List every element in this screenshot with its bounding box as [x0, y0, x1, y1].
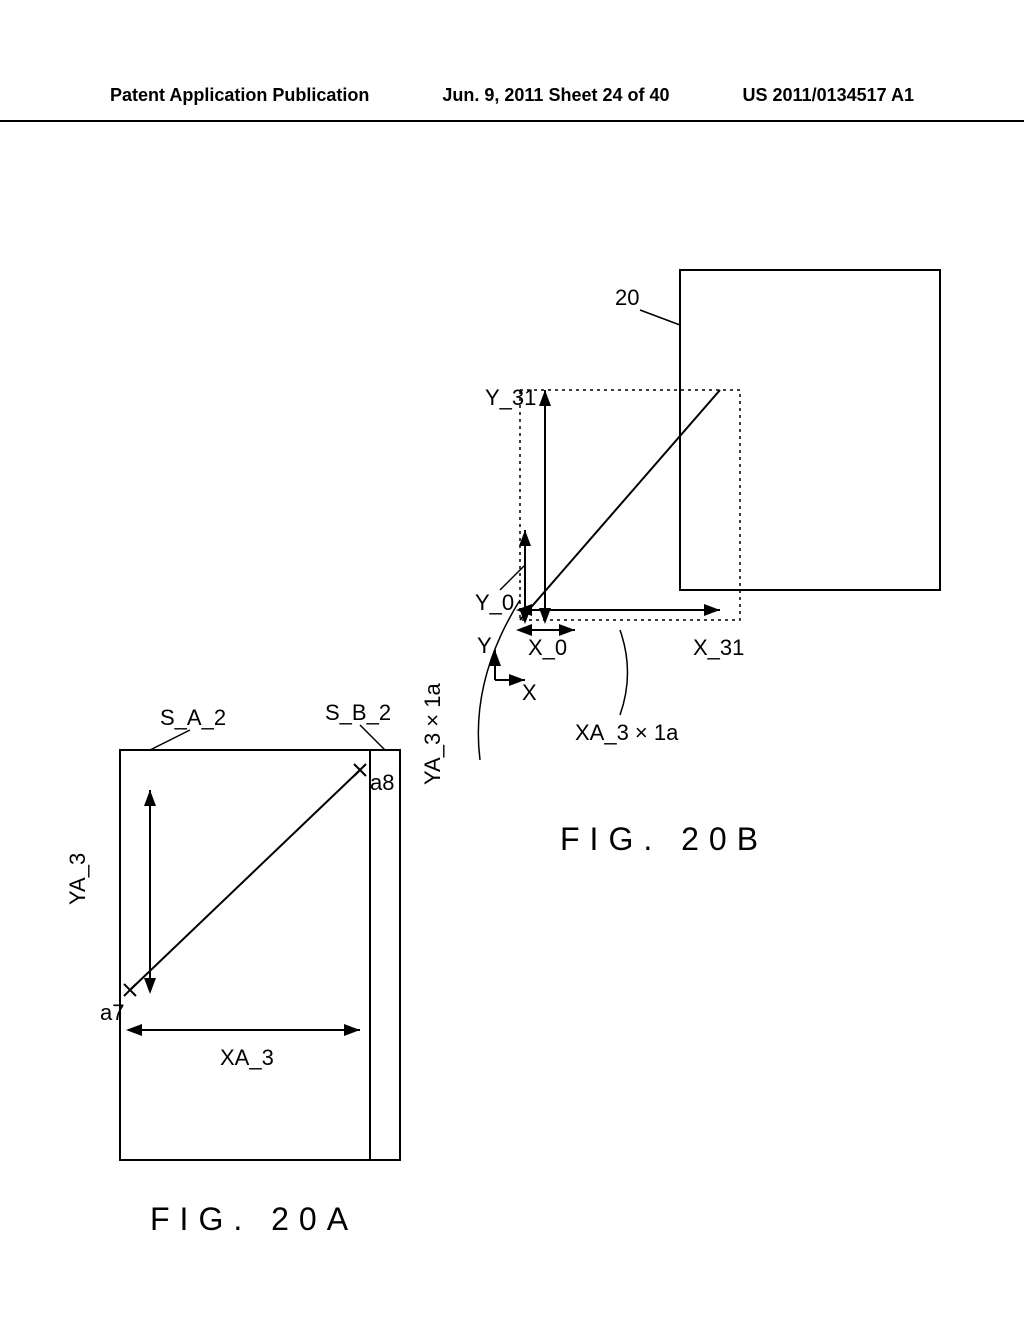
label-xa3-1a: XA_3 × 1a	[575, 720, 679, 745]
fig-20b: 20 Y_31 Y_0 X_0 X_31 YA_3 × 1a XA_3 × 1a Y X FIG.…	[420, 270, 940, 857]
label-a8: a8	[370, 770, 394, 795]
leader-s-a-2	[150, 730, 190, 750]
label-x31: X_31	[693, 635, 744, 660]
label-20: 20	[615, 285, 639, 310]
fig20b-dotted-rect	[520, 390, 740, 620]
header-left: Patent Application Publication	[110, 85, 369, 115]
label-x0: X_0	[528, 635, 567, 660]
page-header: Patent Application Publication Jun. 9, 2…	[0, 85, 1024, 122]
label-a7: a7	[100, 1000, 124, 1025]
leader-y0	[500, 565, 525, 590]
label-axis-x: X	[522, 680, 537, 705]
fig20b-diagonal	[520, 390, 720, 620]
figure-svg: S_A_2 S_B_2 YA_3 a7 XA_3 a8 FIG. 20A 20 Y_31 Y_0…	[0, 130, 1024, 1280]
label-y31: Y_31	[485, 385, 536, 410]
label-ya-3: YA_3	[65, 853, 90, 905]
leader-s-b-2	[360, 725, 385, 750]
figure-content: S_A_2 S_B_2 YA_3 a7 XA_3 a8 FIG. 20A 20 Y_31 Y_0…	[0, 130, 1024, 1280]
fig20a-diagonal	[130, 770, 360, 990]
label-s-a-2: S_A_2	[160, 705, 226, 730]
label-xa-3: XA_3	[220, 1045, 274, 1070]
leader-20	[640, 310, 680, 325]
header-center: Jun. 9, 2011 Sheet 24 of 40	[369, 85, 742, 115]
fig20b-caption: FIG. 20B	[560, 821, 768, 857]
fig20b-solid-rect	[680, 270, 940, 590]
label-s-b-2: S_B_2	[325, 700, 391, 725]
label-ya3-1a: YA_3 × 1a	[420, 683, 445, 785]
fig20a-frame	[120, 750, 400, 1160]
header-right: US 2011/0134517 A1	[743, 85, 914, 115]
label-axis-y: Y	[477, 633, 492, 658]
leader-xa3-1a	[620, 630, 628, 715]
label-y0: Y_0	[475, 590, 514, 615]
fig-20a: S_A_2 S_B_2 YA_3 a7 XA_3 a8 FIG. 20A	[65, 700, 400, 1237]
fig20a-caption: FIG. 20A	[150, 1201, 358, 1237]
